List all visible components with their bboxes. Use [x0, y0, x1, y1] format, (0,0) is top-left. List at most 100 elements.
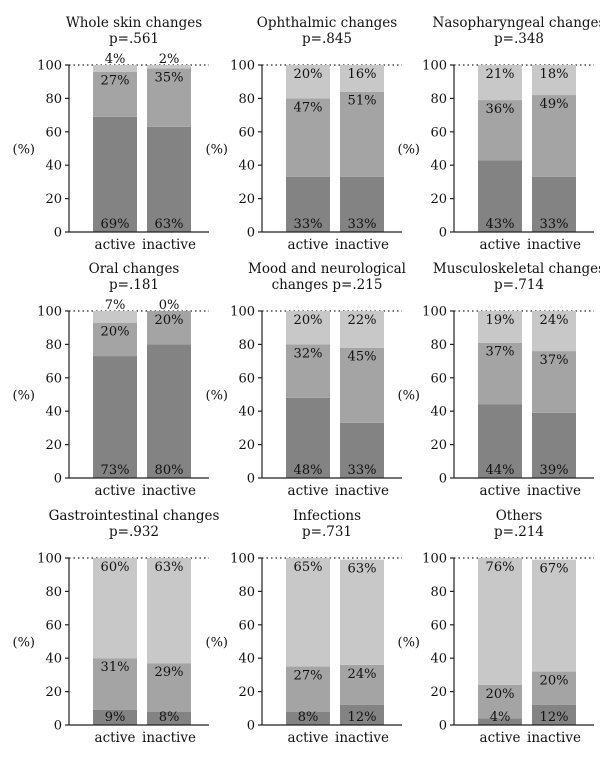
bar-segment — [93, 356, 137, 478]
data-label: 12% — [348, 710, 377, 725]
bar-segment — [340, 311, 384, 348]
y-tick-label: 60 — [430, 371, 447, 386]
data-label: 51% — [348, 94, 377, 109]
y-tick-label: 80 — [430, 585, 447, 600]
chart-subtitle: changes p=.215 — [272, 277, 383, 293]
data-label: 2% — [159, 52, 180, 67]
x-tick-label: inactive — [142, 483, 196, 499]
chart-subtitle: p=.845 — [302, 31, 352, 47]
y-tick-label: 0 — [439, 719, 447, 734]
x-tick-label: inactive — [527, 237, 581, 253]
bar-segment — [286, 176, 330, 232]
chart-subtitle: p=.561 — [109, 31, 159, 47]
y-tick-label: 0 — [247, 719, 255, 734]
chart-title: Others — [496, 508, 543, 524]
bar-segment — [478, 558, 522, 685]
data-label: 67% — [540, 562, 569, 577]
y-tick-label: 100 — [230, 59, 255, 74]
y-tick-label: 40 — [430, 405, 447, 420]
y-tick-label: 20 — [430, 438, 447, 453]
chart-title: Mood and neurological — [248, 261, 406, 277]
x-tick-label: active — [288, 237, 329, 253]
x-tick-label: active — [480, 730, 521, 746]
bar-segment — [286, 65, 330, 99]
bar-segment — [147, 663, 191, 712]
bar-segment — [340, 91, 384, 177]
bar-segment — [93, 311, 137, 323]
x-tick-label: active — [480, 483, 521, 499]
data-label: 20% — [540, 674, 569, 689]
bar-segment — [340, 176, 384, 232]
bar-segment — [93, 71, 137, 117]
bar-segment — [147, 344, 191, 478]
y-axis-unit-label: (%) — [398, 636, 421, 651]
data-label: 45% — [348, 350, 377, 365]
y-tick-label: 60 — [238, 371, 255, 386]
x-tick-label: active — [95, 237, 136, 253]
y-axis-unit-label: (%) — [206, 143, 229, 158]
bar-segment — [147, 68, 191, 127]
data-label: 33% — [540, 217, 569, 232]
y-tick-label: 20 — [45, 685, 62, 700]
bar-segment — [532, 559, 576, 672]
y-tick-label: 80 — [238, 338, 255, 353]
chart-title: Ophthalmic changes — [257, 15, 397, 31]
bar-segment — [478, 718, 522, 725]
data-label: 35% — [155, 70, 184, 85]
bar-segment — [286, 397, 330, 478]
y-tick-label: 80 — [45, 585, 62, 600]
data-label: 47% — [294, 100, 323, 115]
bar-segment — [286, 98, 330, 177]
data-label: 20% — [294, 67, 323, 82]
y-tick-label: 20 — [238, 685, 255, 700]
bar-segment — [478, 100, 522, 161]
y-tick-label: 0 — [54, 719, 62, 734]
data-label: 20% — [155, 313, 184, 328]
data-label: 20% — [294, 313, 323, 328]
bar-segment — [478, 342, 522, 405]
y-axis-unit-label: (%) — [13, 389, 36, 404]
x-tick-label: inactive — [527, 483, 581, 499]
data-label: 48% — [294, 463, 323, 478]
y-tick-label: 20 — [430, 192, 447, 207]
y-tick-label: 80 — [45, 92, 62, 107]
data-label: 4% — [105, 52, 126, 67]
y-tick-label: 60 — [238, 618, 255, 633]
chart-title: Infections — [293, 508, 361, 524]
y-tick-label: 20 — [45, 438, 62, 453]
bar-segment — [532, 311, 576, 352]
data-label: 29% — [155, 665, 184, 680]
chart-subtitle: p=.214 — [494, 524, 544, 540]
y-tick-label: 40 — [238, 405, 255, 420]
bar-segment — [478, 160, 522, 232]
data-label: 37% — [486, 345, 515, 360]
bar-segment — [340, 704, 384, 725]
y-tick-label: 0 — [439, 226, 447, 241]
data-label: 9% — [105, 710, 126, 725]
data-label: 31% — [101, 660, 130, 675]
y-tick-label: 80 — [430, 338, 447, 353]
data-label: 49% — [540, 97, 569, 112]
data-label: 73% — [101, 463, 130, 478]
bar-segment — [93, 65, 137, 72]
x-tick-label: inactive — [142, 730, 196, 746]
y-tick-label: 40 — [238, 159, 255, 174]
bar-segment — [340, 65, 384, 92]
bar-segment — [532, 351, 576, 413]
bar-segment — [93, 322, 137, 357]
bar-segment — [286, 344, 330, 398]
data-label: 65% — [294, 560, 323, 575]
bar-segment — [340, 347, 384, 423]
bar-segment — [478, 404, 522, 478]
data-label: 37% — [540, 353, 569, 368]
y-tick-label: 40 — [430, 159, 447, 174]
bar-segment — [147, 65, 191, 69]
data-label: 16% — [348, 67, 377, 82]
x-tick-label: inactive — [335, 730, 389, 746]
y-tick-label: 80 — [45, 338, 62, 353]
bar-segment — [286, 711, 330, 725]
chart-subtitle: p=.181 — [109, 277, 159, 293]
